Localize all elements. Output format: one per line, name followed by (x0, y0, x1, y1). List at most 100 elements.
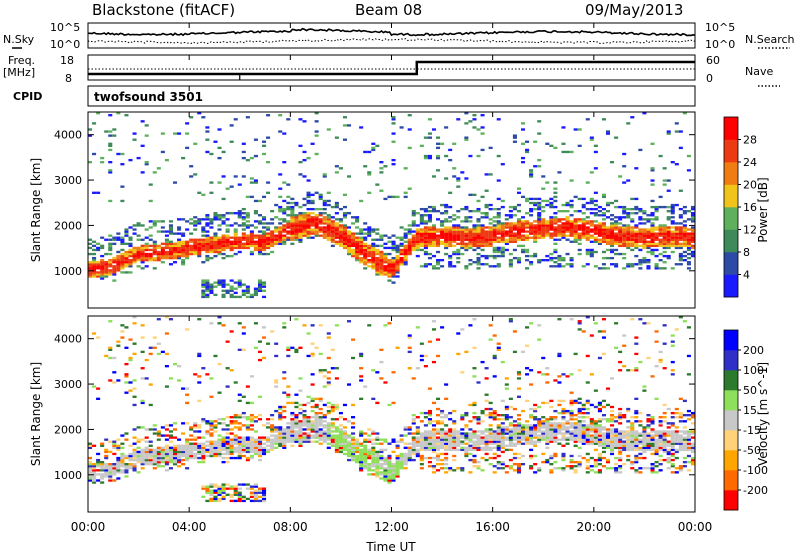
heatmap-cell (338, 434, 343, 437)
heatmap-cell (436, 263, 441, 266)
heatmap-cell (440, 409, 445, 413)
heatmap-cell (342, 214, 347, 217)
heatmap-cell (585, 465, 590, 468)
heatmap-cell (395, 263, 400, 266)
heatmap-cell (298, 238, 303, 241)
colorbar-segment (724, 162, 738, 185)
heatmap-cell (168, 224, 173, 227)
heatmap-cell (128, 271, 133, 274)
heatmap-cell (399, 252, 404, 256)
heatmap-cell (589, 252, 594, 256)
heatmap-cell (363, 444, 368, 447)
heatmap-cell (100, 275, 105, 278)
heatmap-cell (124, 234, 129, 237)
heatmap-cell (565, 203, 570, 207)
heatmap-cell (217, 493, 222, 496)
heatmap-cell (209, 493, 214, 496)
heatmap-cell (642, 259, 647, 262)
heatmap-cell (468, 240, 473, 243)
heatmap-cell (298, 224, 303, 227)
heatmap-cell (241, 246, 246, 250)
heatmap-cell (221, 256, 226, 260)
heatmap-cell (181, 156, 186, 160)
heatmap-cell (541, 373, 546, 376)
heatmap-cell (577, 232, 582, 235)
heatmap-cell (290, 438, 295, 441)
heatmap-cell (545, 232, 550, 235)
heatmap-cell (549, 432, 554, 435)
heatmap-cell (270, 444, 275, 447)
heatmap-cell (213, 424, 218, 427)
heatmap-cell (253, 444, 258, 447)
heatmap-cell (504, 418, 509, 421)
heatmap-cell (359, 460, 364, 464)
heatmap-cell (136, 458, 141, 462)
heatmap-cell (152, 428, 157, 431)
heatmap-cell (257, 450, 263, 454)
heatmap-cell (367, 463, 372, 466)
heatmap-cell (355, 242, 360, 246)
heatmap-cell (383, 469, 388, 472)
heatmap-cell (314, 207, 319, 211)
heatmap-cell (201, 281, 206, 284)
heatmap-cell (310, 224, 315, 227)
heatmap-cell (480, 440, 485, 443)
heatmap-cell (128, 261, 133, 264)
heatmap-cell (468, 436, 473, 439)
heatmap-cell (577, 236, 582, 239)
heatmap-cell (197, 244, 202, 248)
heatmap-cell (468, 263, 473, 266)
heatmap-cell (318, 432, 323, 435)
heatmap-cell (108, 379, 113, 382)
heatmap-cell (132, 379, 137, 382)
heatmap-cell (391, 265, 396, 268)
heatmap-cell (112, 356, 117, 360)
heatmap-cell (537, 438, 542, 441)
heatmap-cell (286, 201, 291, 205)
heatmap-cell (593, 405, 598, 409)
heatmap-cell (241, 291, 246, 295)
heatmap-cell (618, 230, 623, 233)
heatmap-cell (363, 228, 368, 231)
heatmap-cell (577, 454, 582, 458)
heatmap-cell (387, 252, 392, 256)
heatmap-cell (626, 207, 631, 211)
heatmap-cell (480, 360, 485, 364)
heatmap-cell (391, 471, 396, 474)
heatmap-cell (237, 495, 242, 499)
heatmap-cell (464, 236, 469, 239)
heatmap-cell (140, 256, 145, 260)
heatmap-cell (322, 212, 327, 215)
heatmap-cell (120, 259, 125, 262)
heatmap-cell (492, 465, 497, 468)
heatmap-cell (116, 259, 121, 262)
heatmap-cell (193, 424, 198, 427)
heatmap-cell (375, 432, 380, 435)
heatmap-cell (249, 416, 254, 419)
heatmap-cell (431, 267, 437, 270)
heatmap-cell (128, 381, 133, 384)
heatmap-cell (585, 424, 590, 427)
heatmap-cell (605, 226, 611, 229)
heatmap-cell (512, 214, 517, 217)
heatmap-cell (266, 228, 271, 231)
heatmap-cell (492, 207, 497, 211)
heatmap-cell (245, 116, 250, 119)
heatmap-cell (387, 465, 392, 468)
heatmap-cell (363, 256, 368, 260)
heatmap-cell (213, 452, 218, 456)
heatmap-cell (674, 230, 679, 233)
heatmap-cell (355, 216, 360, 219)
heatmap-cell (177, 248, 182, 252)
heatmap-cell (516, 226, 521, 229)
heatmap-cell (346, 420, 352, 423)
heatmap-cell (213, 293, 218, 297)
heatmap-cell (298, 240, 303, 243)
heatmap-cell (605, 403, 611, 407)
heatmap-cell (318, 407, 323, 411)
heatmap-cell (177, 254, 182, 258)
heatmap-cell (480, 132, 485, 135)
heatmap-cell (330, 405, 335, 409)
heatmap-cell (172, 244, 178, 248)
heatmap-cell (314, 414, 319, 417)
